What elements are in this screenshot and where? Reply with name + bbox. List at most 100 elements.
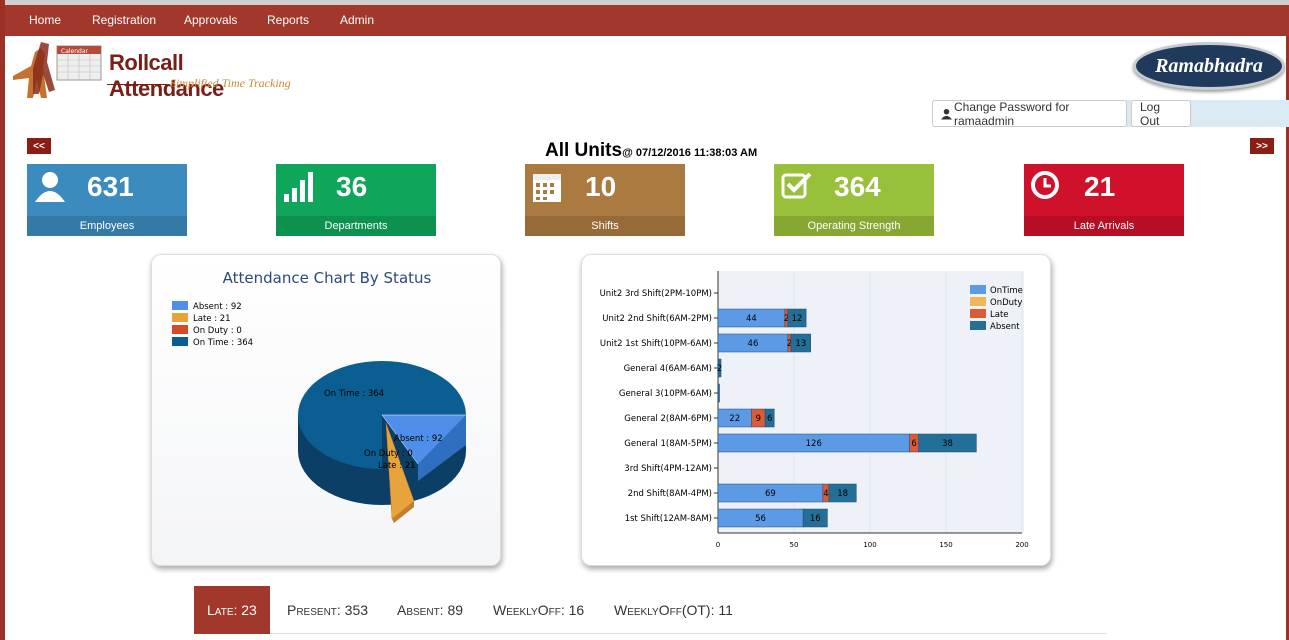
- bar-value-label: 46: [748, 339, 759, 349]
- app-logo[interactable]: Calendar Rollcall Attendance Simplified …: [11, 38, 301, 102]
- y-category-label: Unit2 1st Shift(10PM-6AM): [600, 339, 712, 349]
- legend-label: OnDuty: [990, 298, 1022, 308]
- person-icon: [35, 172, 65, 202]
- brand-logo: Ramabhadra: [1133, 42, 1285, 90]
- tile-value: 10: [585, 171, 617, 202]
- nav-approvals[interactable]: Approvals: [184, 13, 238, 27]
- legend-swatch: [970, 285, 986, 294]
- nav-reports[interactable]: Reports: [267, 13, 310, 27]
- tile-late-arrivals[interactable]: 21 Late Arrivals: [1024, 164, 1184, 236]
- prev-unit-button[interactable]: <<: [27, 138, 51, 154]
- tab-weeklyoff-ot[interactable]: WeeklyOff(OT): 11: [614, 602, 733, 618]
- bar-segment-absent: [802, 508, 828, 528]
- x-tick-label: 0: [716, 541, 720, 549]
- bar-segment-absent: [787, 308, 807, 328]
- bar-value-label: 9: [756, 414, 761, 424]
- bar-segment-absent: [828, 483, 857, 503]
- bar-value-label: 2: [784, 314, 789, 324]
- bar-value-label: 18: [837, 489, 848, 499]
- bar-segment-absent: [918, 433, 977, 453]
- x-tick-label: 50: [790, 541, 799, 549]
- bar-segment-absent: [790, 333, 811, 353]
- nav-home[interactable]: Home: [29, 13, 62, 27]
- tab-weeklyoff[interactable]: WeeklyOff: 16: [493, 602, 585, 618]
- bar-segment-absent: [717, 383, 720, 403]
- bar-value-label: 6: [767, 414, 772, 424]
- tile-shifts[interactable]: 10 Shifts: [525, 164, 685, 236]
- tile-label: Shifts: [525, 216, 685, 236]
- checkbox-icon: [781, 172, 812, 199]
- bar-segment-absent: [717, 358, 722, 378]
- y-category-label: General 1(8AM-5PM): [624, 439, 712, 449]
- calendar-icon: [533, 174, 561, 202]
- tile-departments[interactable]: 36 Departments: [276, 164, 436, 236]
- tile-value: 21: [1084, 171, 1116, 202]
- legend-swatch-on-time: [172, 337, 188, 346]
- bar-segment-absent: [764, 408, 775, 428]
- timestamp: @ 07/12/2016 11:38:03 AM: [622, 147, 758, 159]
- bar-value-label: 44: [746, 314, 757, 324]
- legend-swatch-on-duty: [172, 325, 188, 334]
- brand-name: Ramabhadra: [1155, 54, 1263, 77]
- tile-label: Late Arrivals: [1024, 216, 1184, 236]
- legend-swatch-absent: [172, 301, 188, 310]
- tile-operating-strength[interactable]: 364 Operating Strength: [774, 164, 934, 236]
- bar-value-label: 16: [810, 514, 821, 524]
- pie-label-on-duty: On Duty : 0: [364, 449, 413, 459]
- pie-slice-late-side: [392, 501, 414, 523]
- user-icon: [941, 108, 953, 120]
- legend-late: Late : 21: [193, 314, 231, 324]
- y-category-label: General 4(6AM-6AM): [624, 364, 712, 374]
- pie-slice-on-time-top-half: [298, 361, 466, 415]
- legend-label: OnTime: [990, 286, 1023, 296]
- nav-registration[interactable]: Registration: [92, 13, 157, 27]
- bar-value-label: 4: [823, 489, 828, 499]
- clock-icon: [1031, 171, 1059, 199]
- bar-value-label: 22: [729, 414, 740, 424]
- bar-value-label: 2: [787, 339, 792, 349]
- logout-button[interactable]: Log Out: [1131, 99, 1191, 128]
- tile-employees[interactable]: 631 Employees: [27, 164, 187, 236]
- legend-label: Late: [990, 310, 1009, 320]
- nav-admin[interactable]: Admin: [340, 13, 375, 27]
- tile-value: 631: [87, 171, 134, 202]
- next-unit-button[interactable]: >>: [1250, 138, 1274, 154]
- bar-chart-card: 0 50 100 150 200 Unit2 3rd Shift(2PM-10PM) Uni…: [581, 254, 1051, 566]
- legend-swatch-late: [172, 313, 188, 322]
- change-password-label: Change Password for ramaadmin: [954, 99, 1070, 128]
- y-category-label: Unit2 2nd Shift(6AM-2PM): [602, 314, 712, 324]
- x-tick-label: 200: [1015, 541, 1028, 549]
- bar-value-label: 12: [792, 314, 803, 324]
- page-title: All Units@ 07/12/2016 11:38:03 AM: [545, 140, 757, 162]
- status-tabs: Late: 23 Present: 353 Absent: 89 WeeklyO…: [194, 586, 1106, 634]
- pie-label-absent: Absent : 92: [394, 434, 443, 444]
- y-category-label: Unit2 3rd Shift(2PM-10PM): [600, 289, 712, 299]
- logo-divider: [107, 84, 167, 85]
- y-category-label: 1st Shift(12AM-8AM): [625, 514, 712, 524]
- legend-on-duty: On Duty : 0: [193, 326, 242, 336]
- tile-value: 364: [834, 171, 881, 202]
- pie-chart-title: Attendance Chart By Status: [222, 269, 432, 287]
- signal-bars-icon: [284, 172, 313, 202]
- change-password-button[interactable]: Change Password for ramaadmin: [932, 99, 1127, 128]
- tab-absent[interactable]: Absent: 89: [397, 602, 464, 618]
- legend-swatch: [970, 321, 986, 330]
- bar-value-label: 56: [755, 514, 766, 524]
- logout-label: Log Out: [1140, 99, 1161, 128]
- top-navbar: Home Registration Approvals Reports Admi…: [5, 0, 1289, 36]
- bar-value-label: 126: [806, 439, 822, 449]
- legend-on-time: On Time : 364: [193, 338, 253, 348]
- bar-value-label: 38: [942, 439, 953, 449]
- legend-swatch: [970, 297, 986, 306]
- tile-label: Departments: [276, 216, 436, 236]
- shift-bar-chart: 0 50 100 150 200 Unit2 3rd Shift(2PM-10PM) Uni…: [600, 271, 1029, 549]
- legend-swatch: [970, 309, 986, 318]
- y-category-label: General 2(8AM-6PM): [624, 414, 712, 424]
- legend-label: Absent: [990, 322, 1020, 332]
- svg-text:Calendar: Calendar: [61, 48, 89, 55]
- tab-late[interactable]: Late: 23: [194, 586, 270, 634]
- bar-value-label: 2: [717, 364, 722, 374]
- tab-present[interactable]: Present: 353: [287, 602, 369, 618]
- x-tick-label: 150: [939, 541, 952, 549]
- bar-value-label: 69: [765, 489, 776, 499]
